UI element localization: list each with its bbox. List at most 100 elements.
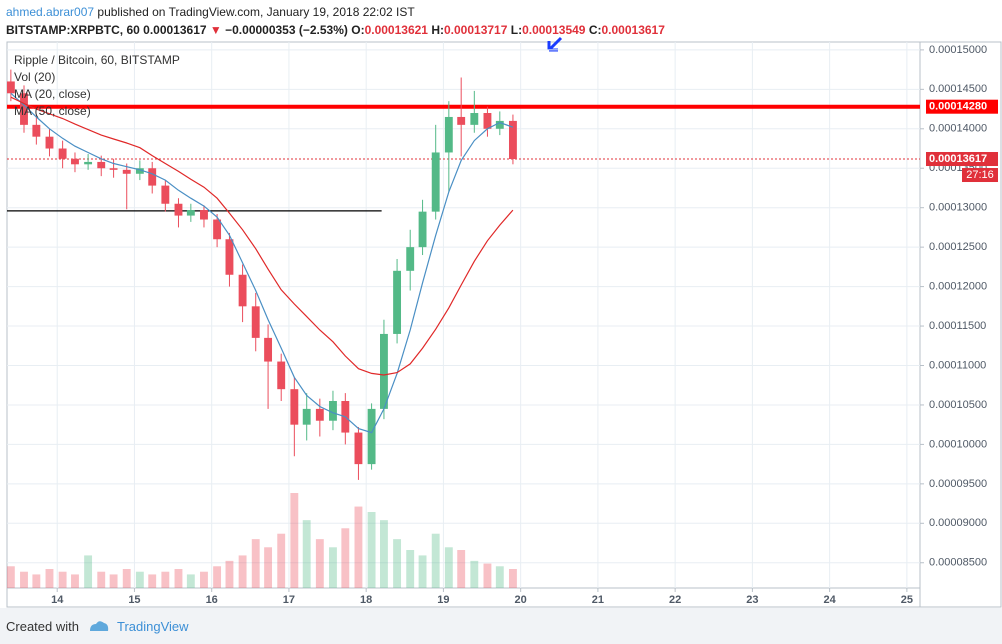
brand-logo (90, 621, 109, 631)
x-tick-label: 22 (669, 594, 681, 606)
candle-body (393, 270, 402, 334)
candle-body (45, 136, 54, 149)
chart: 0.00008500 0.00009000 0.00009500 0.00010000… (6, 36, 1002, 608)
volume-bar (444, 547, 453, 588)
candle-body (122, 169, 131, 174)
candle-body (71, 158, 79, 165)
legend-entry: MA (50, close) (14, 104, 91, 118)
volume-bar (161, 571, 170, 588)
volume-bar (431, 533, 440, 588)
x-tick-label: 20 (515, 594, 527, 606)
volume-bar (329, 547, 337, 588)
volume-bar (84, 555, 93, 588)
y-tick-label: 0.00008500 (929, 557, 987, 569)
x-tick-label: 23 (746, 594, 758, 606)
volume-bar (20, 571, 28, 588)
candle-body (483, 113, 492, 129)
price-label: 0.00014280 (929, 101, 987, 113)
candle-body (264, 337, 273, 362)
x-tick-label: 15 (128, 594, 140, 606)
candle-body (367, 408, 376, 465)
candle-body (135, 168, 144, 174)
y-tick-label: 0.00010500 (929, 399, 987, 411)
author[interactable]: ahmed.abrar007 (6, 5, 95, 19)
publish-row: ahmed.abrar007 published on TradingView.… (6, 3, 665, 21)
y-tick-label: 0.00014000 (929, 123, 987, 135)
candle-body (109, 168, 118, 170)
volume-bar (7, 566, 15, 588)
candle-body (97, 161, 106, 169)
candle-body (161, 185, 170, 204)
ohlc-l-label: L: (510, 23, 523, 37)
candle-body (457, 116, 466, 125)
volume-bar (302, 520, 311, 588)
ohlc-h: 0.00013717 (444, 23, 508, 37)
volume-bar (457, 550, 466, 588)
volume-bar (135, 571, 144, 588)
volume-bar (97, 571, 106, 588)
candle-body (354, 432, 363, 465)
change: −0.00000353 (−2.53%) (225, 23, 348, 37)
ohlc-o-label: O: (351, 23, 365, 37)
x-tick-label: 21 (592, 594, 604, 606)
y-tick-label: 0.00013000 (929, 202, 987, 214)
volume-bar (393, 539, 402, 588)
chart-title: Ripple / Bitcoin, 60, BITSTAMP (14, 53, 180, 67)
x-tick-label: 14 (51, 594, 64, 606)
volume-bar (418, 555, 427, 588)
candle-body (84, 161, 93, 165)
published: published on TradingView.com, January 19… (97, 5, 415, 19)
volume-bar (367, 512, 376, 588)
candle-body (7, 81, 15, 94)
volume-bar (264, 547, 273, 588)
volume-bar (406, 550, 415, 588)
volume-bar (174, 569, 183, 588)
candle-body (174, 203, 183, 216)
y-tick-label: 0.00012000 (929, 281, 987, 293)
y-tick-label: 0.00014500 (929, 83, 987, 95)
y-tick-label: 0.00009500 (929, 478, 987, 490)
axes: 0.00008500 0.00009000 0.00009500 0.00010000… (51, 44, 998, 606)
volume-bar (483, 563, 492, 588)
candle-body (251, 306, 260, 338)
ohlc-c-label: C: (588, 23, 602, 37)
volume-bar (380, 520, 388, 588)
candle-body (20, 93, 28, 125)
volume-bar (315, 539, 324, 588)
candle-body (406, 247, 415, 271)
legend-entry: Vol (20) (14, 70, 55, 84)
candle-body (225, 239, 234, 275)
ma-line (10, 96, 514, 376)
volume-bar (32, 574, 41, 588)
candle-body (58, 148, 67, 159)
candle-body (200, 210, 208, 220)
candle-body (431, 152, 440, 212)
y-tick-label: 0.00015000 (929, 44, 987, 56)
price-label: 0.00013617 (929, 153, 987, 165)
volume-bar (58, 571, 67, 588)
volume-bar (470, 560, 479, 588)
volume-bar (238, 555, 247, 588)
ohlc-c: 0.00013617 (601, 23, 665, 37)
volume-bar (508, 569, 517, 588)
candle-body (32, 124, 41, 137)
volume-bar (290, 493, 299, 588)
header: ahmed.abrar007 published on TradingView.… (6, 3, 665, 39)
legend-entry: MA (20, close) (14, 87, 91, 101)
brand[interactable]: TradingView (117, 619, 189, 634)
y-tick-label: 0.00010000 (929, 438, 987, 450)
symbol: BITSTAMP:XRPBTC, 60 (6, 23, 140, 37)
volume-bar (277, 533, 286, 588)
ohlc-h-label: H: (431, 23, 444, 37)
x-tick-label: 17 (283, 594, 295, 606)
created-with: Created with (6, 619, 79, 634)
x-tick-label: 16 (206, 594, 218, 606)
volume-bar (495, 566, 504, 588)
candle-body (329, 401, 337, 421)
countdown: 27:16 (966, 169, 994, 181)
symbol-row: BITSTAMP:XRPBTC, 60 0.00013617 ▼ −0.0000… (6, 21, 665, 39)
candle-body (302, 408, 311, 425)
last-price: 0.00013617 (143, 23, 207, 37)
candle-body (290, 389, 299, 425)
